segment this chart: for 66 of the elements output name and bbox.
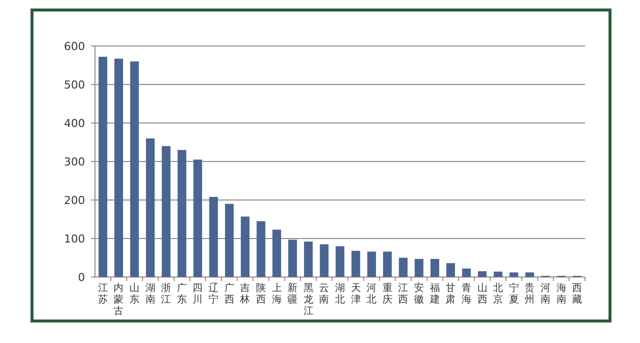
x-tick-label: 新疆	[288, 282, 298, 306]
x-tick-label: 甘肃	[446, 282, 456, 306]
bar	[320, 244, 329, 277]
x-tick-label: 河南	[540, 282, 550, 306]
bar	[494, 272, 502, 277]
bar	[178, 150, 186, 277]
x-tick-label: 江苏	[98, 282, 108, 306]
x-tick-label: 广西	[224, 282, 234, 306]
x-tick-label: 黑龙江	[303, 283, 314, 317]
x-tick-label: 贵州	[524, 282, 535, 306]
bar	[478, 271, 487, 277]
bar	[98, 56, 108, 277]
bar	[398, 258, 408, 277]
bar	[367, 252, 376, 277]
y-tick-label: 400	[64, 117, 85, 130]
bar	[114, 58, 124, 277]
y-tick-label: 300	[64, 156, 85, 168]
bar	[146, 138, 155, 277]
x-tick-label: 云南	[319, 283, 330, 306]
x-tick-label: 青海	[461, 282, 472, 306]
x-tick-label: 内蒙古	[114, 282, 124, 317]
bar	[240, 216, 250, 277]
x-tick-label: 上海	[272, 282, 282, 306]
bar	[256, 221, 266, 277]
x-tick-label: 广东	[176, 282, 187, 306]
bar	[510, 272, 518, 277]
x-tick-label: 辽宁	[208, 282, 219, 306]
y-tick-label: 600	[64, 40, 85, 53]
x-tick-label: 天津	[350, 283, 361, 306]
bar	[272, 230, 282, 277]
x-tick-label: 重庆	[382, 282, 392, 306]
x-tick-label: 安徽	[414, 282, 424, 306]
bar	[162, 146, 170, 277]
x-tick-label: 陕西	[256, 282, 266, 306]
bar	[462, 268, 471, 277]
bar	[414, 258, 424, 277]
y-tick-label: 500	[64, 78, 85, 92]
bar	[351, 250, 360, 277]
x-tick-label: 山西	[477, 282, 488, 306]
bar	[430, 258, 440, 277]
bar	[383, 252, 392, 277]
y-tick-label: 100	[64, 232, 85, 246]
bar	[336, 246, 344, 277]
bar	[130, 61, 139, 277]
bar	[525, 272, 534, 277]
x-tick-label: 山东	[130, 282, 140, 306]
x-tick-label: 福建	[428, 282, 440, 306]
x-tick-label: 西藏	[572, 283, 582, 306]
bar	[225, 204, 234, 277]
bar	[193, 160, 202, 277]
bar	[304, 242, 313, 277]
x-tick-label: 吉林	[239, 282, 250, 306]
bar	[446, 263, 455, 277]
x-tick-label: 宁夏	[508, 282, 519, 306]
x-tick-label: 北京	[493, 282, 504, 306]
x-tick-label: 海南	[556, 282, 566, 306]
x-tick-label: 浙江	[161, 282, 172, 306]
x-tick-label: 江西	[398, 282, 408, 306]
y-tick-label: 0	[78, 271, 85, 284]
bar	[209, 196, 218, 277]
bar	[288, 240, 297, 277]
x-tick-label: 四川	[192, 283, 203, 306]
x-tick-label: 湖北	[335, 282, 345, 306]
x-tick-label: 河北	[366, 282, 377, 306]
x-tick-label: 湖南	[145, 282, 156, 306]
y-tick-label: 200	[64, 194, 85, 207]
